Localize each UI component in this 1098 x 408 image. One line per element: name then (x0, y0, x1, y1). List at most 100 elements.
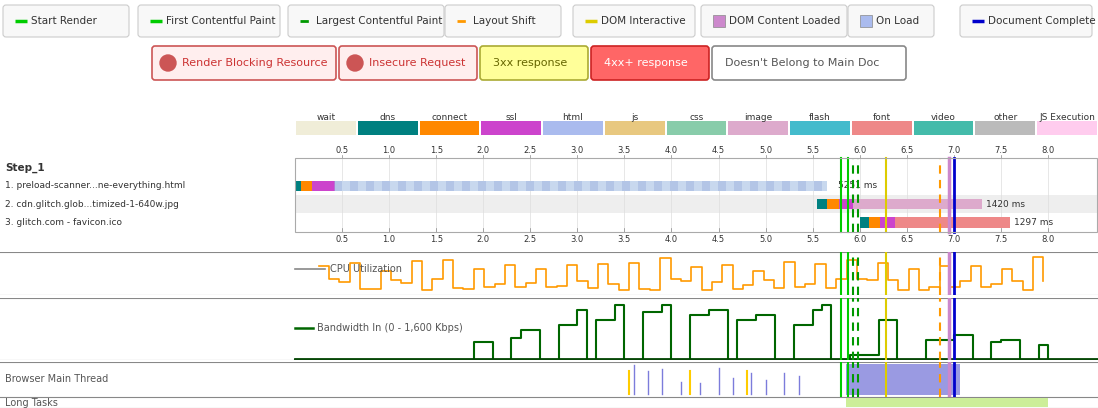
Text: 2.0: 2.0 (477, 235, 490, 244)
Bar (446, 180, 453, 191)
Bar (870, 217, 881, 228)
Text: html: html (562, 113, 583, 122)
Bar (686, 180, 694, 191)
FancyBboxPatch shape (480, 46, 589, 80)
Text: 4.5: 4.5 (712, 235, 725, 244)
Bar (606, 180, 614, 191)
Bar (638, 180, 646, 191)
Bar (860, 15, 872, 27)
FancyBboxPatch shape (712, 46, 906, 80)
Text: ✕: ✕ (164, 58, 172, 68)
Text: 8.0: 8.0 (1041, 146, 1054, 155)
Bar (382, 180, 390, 191)
Text: 6.5: 6.5 (900, 146, 914, 155)
Text: 5.5: 5.5 (806, 146, 819, 155)
FancyBboxPatch shape (152, 46, 336, 80)
Text: Browser Main Thread: Browser Main Thread (5, 375, 109, 384)
Text: 3. glitch.com - favicon.ico: 3. glitch.com - favicon.ico (5, 218, 122, 227)
Bar (526, 180, 534, 191)
Text: font: font (873, 113, 890, 122)
Text: 3.5: 3.5 (618, 146, 631, 155)
Bar (766, 180, 774, 191)
Bar (845, 364, 961, 395)
Bar (605, 121, 664, 135)
Bar (295, 213, 1098, 232)
FancyBboxPatch shape (3, 5, 128, 37)
Bar (702, 180, 710, 191)
Bar (782, 180, 789, 191)
Bar (335, 180, 827, 191)
Bar (798, 180, 806, 191)
Bar (1038, 121, 1097, 135)
Text: CPU Utilization: CPU Utilization (330, 264, 402, 274)
Text: Layout Shift: Layout Shift (473, 16, 536, 26)
Bar (366, 180, 374, 191)
Text: 3xx response: 3xx response (493, 58, 568, 68)
Text: 7.0: 7.0 (948, 235, 961, 244)
Text: JS Execution: JS Execution (1039, 113, 1095, 122)
Text: dns: dns (380, 113, 395, 122)
Text: 2. cdn.glitch.glob...timized-1-640w.jpg: 2. cdn.glitch.glob...timized-1-640w.jpg (5, 200, 179, 208)
Bar (295, 195, 1098, 213)
Text: other: other (994, 113, 1018, 122)
Text: Render Blocking Resource: Render Blocking Resource (182, 58, 327, 68)
Bar (791, 121, 850, 135)
Bar (733, 180, 742, 191)
Bar (713, 15, 725, 27)
Bar (975, 121, 1035, 135)
Bar (430, 180, 438, 191)
Text: 5.5: 5.5 (806, 235, 819, 244)
Text: image: image (744, 113, 772, 122)
Text: 7.5: 7.5 (995, 235, 1008, 244)
Text: 5.0: 5.0 (759, 235, 772, 244)
Text: 5.0: 5.0 (759, 146, 772, 155)
Bar (621, 180, 630, 191)
Text: 6.0: 6.0 (853, 235, 866, 244)
Bar (397, 180, 406, 191)
Bar (914, 121, 974, 135)
Text: 1. preload-scanner...ne-everything.html: 1. preload-scanner...ne-everything.html (5, 181, 186, 191)
Text: 4.0: 4.0 (665, 146, 679, 155)
FancyBboxPatch shape (288, 5, 444, 37)
Bar (853, 199, 982, 209)
Text: Long Tasks: Long Tasks (5, 397, 58, 408)
Bar (839, 199, 853, 209)
Text: wait: wait (316, 113, 336, 122)
Text: Bandwidth In (0 - 1,600 Kbps): Bandwidth In (0 - 1,600 Kbps) (317, 323, 462, 333)
FancyBboxPatch shape (138, 5, 280, 37)
Bar (494, 180, 502, 191)
Text: 2.0: 2.0 (477, 146, 490, 155)
Text: 1.0: 1.0 (382, 146, 395, 155)
Text: Document Complete: Document Complete (988, 16, 1096, 26)
Bar (350, 180, 358, 191)
Text: 3.0: 3.0 (571, 146, 584, 155)
Text: DOM Content Loaded: DOM Content Loaded (729, 16, 840, 26)
Text: 6.5: 6.5 (900, 235, 914, 244)
FancyBboxPatch shape (701, 5, 847, 37)
Text: 3.5: 3.5 (618, 235, 631, 244)
Bar (558, 180, 565, 191)
Text: 4.0: 4.0 (665, 235, 679, 244)
Bar (750, 180, 758, 191)
Text: First Contentful Paint: First Contentful Paint (166, 16, 276, 26)
Bar (654, 180, 662, 191)
Bar (334, 180, 341, 191)
Bar (301, 180, 312, 191)
Text: 0.5: 0.5 (336, 146, 349, 155)
Bar (860, 217, 870, 228)
Bar (312, 180, 335, 191)
Bar (295, 177, 1098, 195)
FancyBboxPatch shape (960, 5, 1093, 37)
Text: js: js (631, 113, 638, 122)
Text: flash: flash (809, 113, 831, 122)
Bar (481, 121, 541, 135)
Bar (728, 121, 788, 135)
Text: 1297 ms: 1297 ms (1015, 218, 1053, 227)
Text: 7.5: 7.5 (995, 146, 1008, 155)
Text: connect: connect (432, 113, 468, 122)
Text: On Load: On Load (876, 16, 919, 26)
Text: video: video (931, 113, 956, 122)
Text: 6.0: 6.0 (853, 146, 866, 155)
Bar (827, 199, 839, 209)
Text: Insecure Request: Insecure Request (369, 58, 466, 68)
